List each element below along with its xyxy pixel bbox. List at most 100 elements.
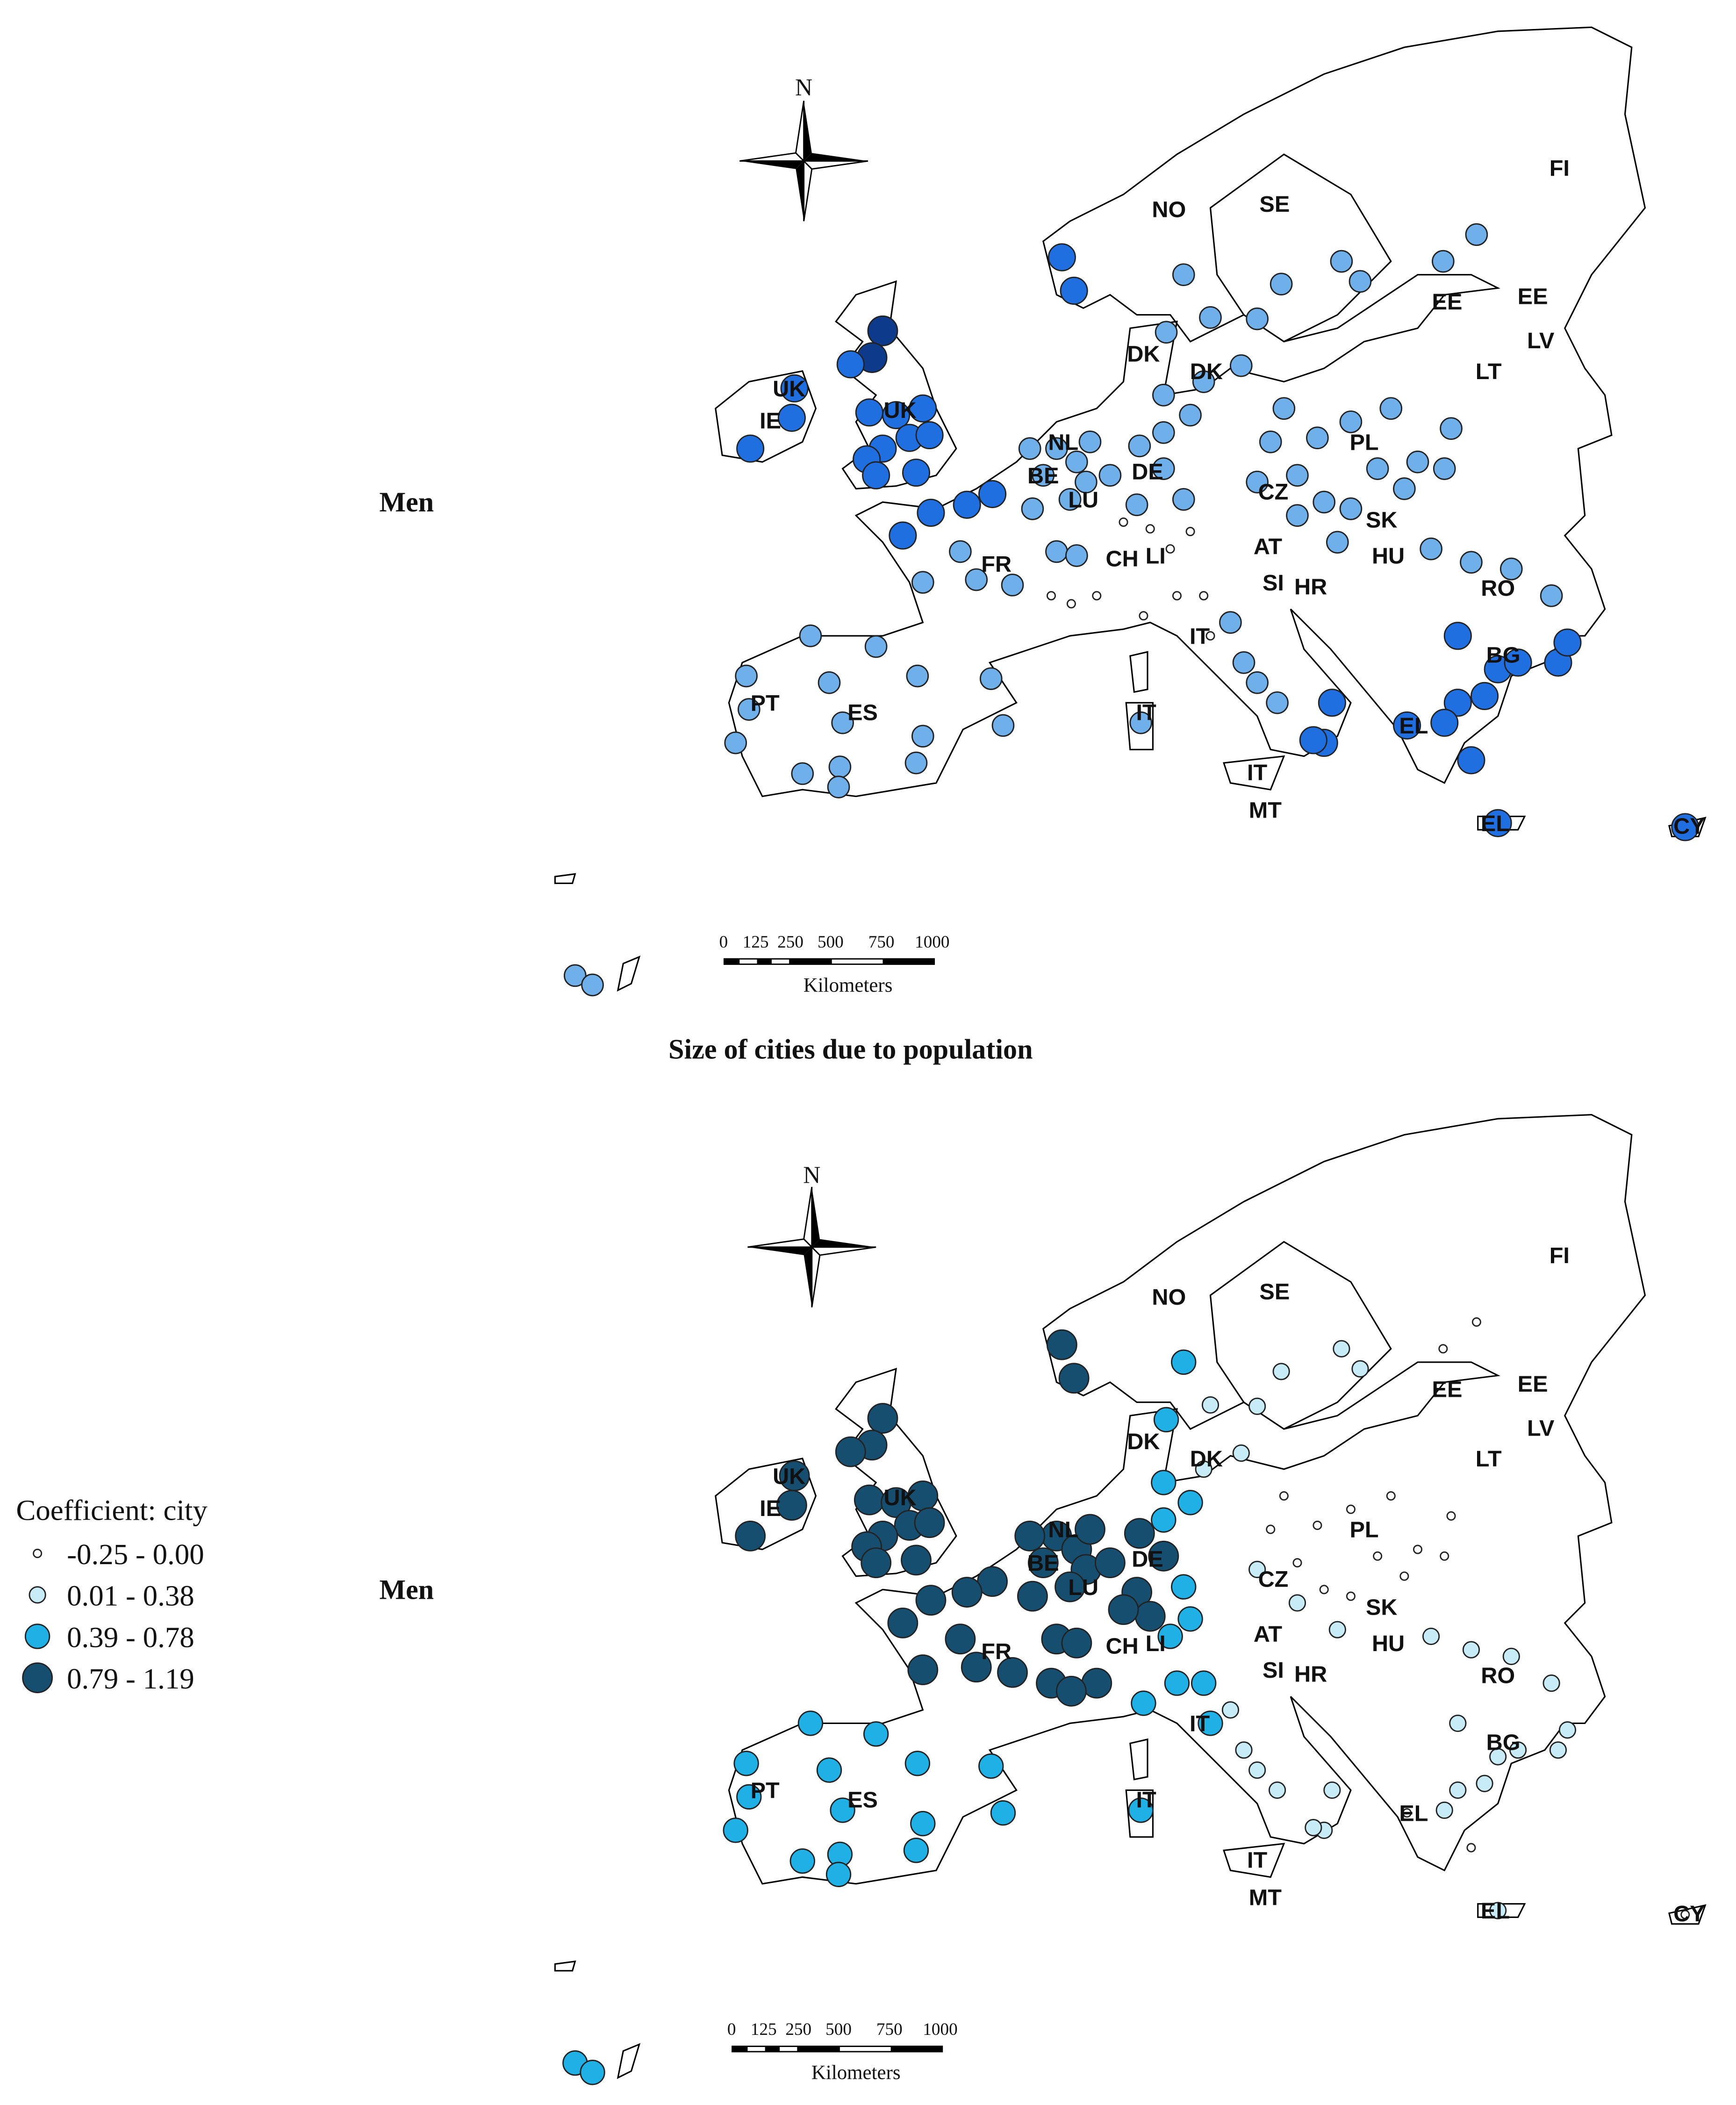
- city-marker: [1047, 243, 1076, 272]
- city-marker: [1199, 591, 1209, 601]
- city-marker: [1432, 250, 1455, 273]
- city-marker: [1299, 726, 1327, 754]
- city-marker: [1108, 1594, 1139, 1625]
- country-label: EE: [1432, 1377, 1463, 1402]
- city-marker: [1058, 488, 1082, 511]
- country-label: SI: [1263, 570, 1284, 596]
- city-marker: [1438, 1344, 1448, 1354]
- city-marker: [1153, 1407, 1179, 1433]
- country-label: EE: [1432, 289, 1463, 315]
- city-marker: [1155, 321, 1178, 344]
- city-marker: [1066, 599, 1076, 609]
- country-label: CY: [1673, 814, 1705, 839]
- city-marker: [1413, 1545, 1423, 1554]
- city-marker: [736, 434, 765, 463]
- city-marker: [1056, 1675, 1087, 1707]
- city-marker: [917, 498, 945, 527]
- city-marker: [1466, 1843, 1476, 1853]
- country-label: DK: [1127, 1429, 1160, 1454]
- city-marker: [1373, 1551, 1383, 1561]
- city-marker: [965, 568, 988, 591]
- north-arrow: [747, 1186, 877, 1308]
- city-marker: [1440, 417, 1463, 440]
- country-label: BG: [1486, 1730, 1521, 1755]
- city-marker: [1125, 493, 1148, 517]
- city-marker: [863, 1721, 889, 1747]
- city-marker: [1017, 1581, 1048, 1612]
- city-marker: [902, 459, 931, 487]
- city-marker: [1420, 537, 1442, 560]
- city-marker: [1046, 1329, 1077, 1360]
- city-marker: [1078, 430, 1102, 453]
- country-label: IT: [1136, 700, 1157, 725]
- legend-symbol: [22, 1662, 53, 1694]
- city-marker: [997, 1657, 1028, 1688]
- city-marker: [1266, 691, 1289, 714]
- country-label: FR: [981, 1639, 1011, 1664]
- city-marker: [791, 762, 814, 785]
- city-marker: [1172, 488, 1195, 511]
- city-marker: [1232, 1444, 1250, 1462]
- city-marker: [1399, 1571, 1409, 1581]
- city-marker: [1489, 1748, 1507, 1766]
- legend-label: -0.25 - 0.00: [67, 1538, 204, 1571]
- country-label: DK: [1190, 359, 1223, 384]
- city-marker: [1152, 421, 1175, 444]
- city-marker: [830, 1797, 855, 1823]
- city-marker: [1198, 1710, 1223, 1736]
- city-marker: [723, 1818, 748, 1843]
- city-marker: [1379, 397, 1403, 420]
- city-marker: [1171, 1349, 1197, 1375]
- city-marker: [1177, 1606, 1203, 1632]
- city-marker: [1443, 689, 1472, 717]
- city-marker: [854, 1484, 885, 1516]
- country-label: IE: [760, 409, 781, 434]
- country-label: FI: [1549, 1243, 1570, 1268]
- country-label: EL: [1399, 713, 1428, 739]
- city-marker: [1349, 270, 1372, 293]
- city-marker: [949, 540, 972, 563]
- city-marker: [1366, 457, 1389, 480]
- country-label: MT: [1249, 1885, 1282, 1911]
- city-marker: [1219, 611, 1242, 634]
- country-label: DK: [1127, 342, 1160, 367]
- city-marker: [861, 1547, 892, 1579]
- city-marker: [909, 394, 937, 423]
- city-marker: [1402, 1808, 1412, 1818]
- city-marker: [1305, 1819, 1322, 1837]
- country-label: BE: [1027, 463, 1059, 489]
- country-label: LT: [1476, 359, 1502, 384]
- city-marker: [910, 1810, 936, 1837]
- country-label: LU: [1068, 488, 1098, 513]
- city-marker: [1195, 1460, 1212, 1478]
- country-label: ES: [847, 1788, 878, 1813]
- city-marker: [818, 671, 841, 694]
- scale-tick: 0: [719, 933, 728, 952]
- city-marker: [882, 401, 911, 430]
- city-marker: [1489, 1902, 1507, 1919]
- city-marker: [1270, 273, 1293, 295]
- city-marker: [978, 1753, 1004, 1779]
- city-marker: [953, 490, 981, 519]
- scale-bar-segment: [739, 959, 757, 964]
- city-marker: [799, 624, 822, 647]
- city-marker: [1542, 1674, 1560, 1692]
- country-label: PL: [1349, 430, 1378, 455]
- scale-tick: 250: [777, 933, 803, 952]
- scale-unit: Kilometers: [811, 2062, 901, 2084]
- country-label: LV: [1527, 1415, 1555, 1441]
- city-marker: [1443, 622, 1472, 650]
- city-marker: [915, 1585, 947, 1616]
- city-marker: [1272, 1363, 1290, 1380]
- scale-tick: 250: [785, 2020, 811, 2039]
- city-marker: [1268, 1781, 1286, 1799]
- city-marker: [1430, 709, 1459, 737]
- country-label: RO: [1481, 575, 1515, 601]
- city-marker: [1680, 1910, 1690, 1919]
- city-marker: [911, 725, 934, 748]
- city-marker: [867, 315, 898, 346]
- city-marker: [1165, 544, 1175, 554]
- city-marker: [1027, 1547, 1059, 1579]
- city-marker: [1306, 426, 1329, 450]
- country-label: LI: [1146, 1631, 1166, 1656]
